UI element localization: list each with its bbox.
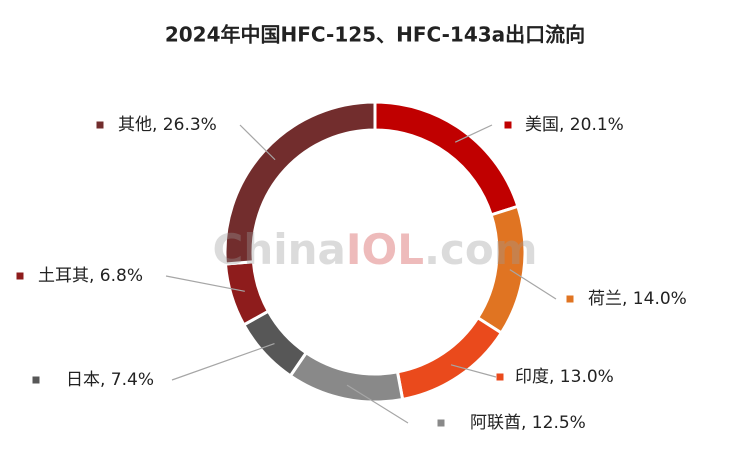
leader-line [165, 275, 245, 292]
data-label: 印度, 13.0% [515, 367, 614, 387]
data-label: 美国, 20.1% [525, 115, 624, 135]
label-marker [16, 272, 24, 280]
leader-line [239, 124, 276, 161]
leader-line [346, 384, 409, 424]
chart-title: 2024年中国HFC-125、HFC-143a出口流向 [165, 23, 585, 47]
label-marker [566, 295, 574, 303]
data-label: 土耳其, 6.8% [38, 266, 143, 286]
leader-line [450, 364, 497, 378]
label-marker [496, 373, 504, 381]
label-marker [96, 121, 104, 129]
donut-segment [223, 100, 377, 266]
data-label: 荷兰, 14.0% [588, 289, 687, 309]
data-label: 日本, 7.4% [66, 370, 154, 390]
data-label: 阿联酋, 12.5% [470, 413, 586, 433]
label-marker [504, 121, 512, 129]
leader-line [454, 124, 493, 143]
watermark-part: China [213, 225, 346, 274]
watermark-part: .com [424, 225, 537, 274]
leader-line [509, 269, 557, 300]
watermark: ChinaIOL.com [213, 225, 538, 274]
label-marker [32, 376, 40, 384]
watermark-part: IOL [346, 225, 424, 274]
leader-line [171, 343, 275, 381]
data-label: 其他, 26.3% [118, 115, 217, 135]
label-marker [437, 419, 445, 427]
